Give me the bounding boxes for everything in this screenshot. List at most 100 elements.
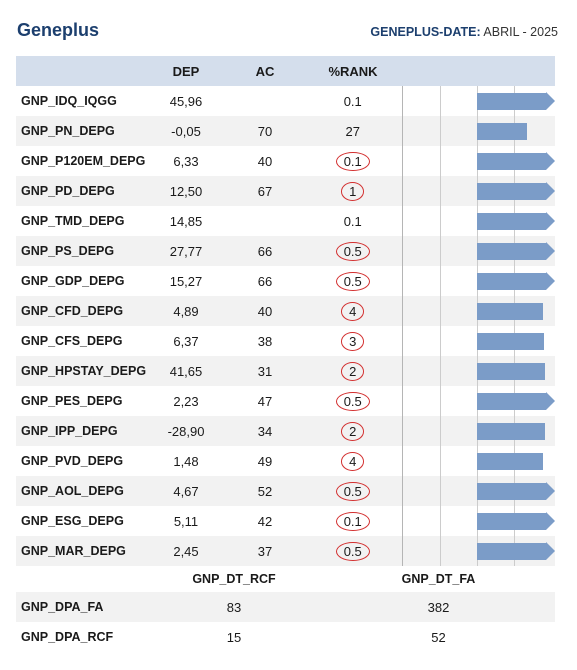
row-dep: 45,96 xyxy=(169,93,203,109)
dpa-header-fa: GNP_DT_FA xyxy=(322,566,555,592)
overflow-arrow-icon xyxy=(545,182,555,200)
row-rank: 2 xyxy=(304,356,402,386)
row-rank: 1 xyxy=(304,176,402,206)
row-ac: 38 xyxy=(257,333,273,349)
row-rank: 0.1 xyxy=(304,506,402,536)
row-dep: 6,33 xyxy=(173,153,199,169)
page-title: Geneplus xyxy=(17,20,100,40)
row-rank: 3 xyxy=(304,326,402,356)
grid-line xyxy=(439,296,441,326)
value-bar xyxy=(476,423,545,440)
row-name: GNP_HPSTAY_DEPG xyxy=(16,356,146,386)
row-bar-cell xyxy=(401,146,555,176)
rank-circled-value: 4 xyxy=(341,301,365,321)
value-bar xyxy=(476,513,546,530)
row-bar-cell xyxy=(401,356,555,386)
row-ac: 31 xyxy=(226,356,304,386)
row-dep: 4,67 xyxy=(146,476,226,506)
row-bar-cell xyxy=(401,386,555,416)
overflow-arrow-icon xyxy=(545,392,555,410)
row-name: GNP_PS_DEPG xyxy=(16,236,146,266)
row-bar-cell xyxy=(401,326,555,356)
header-dep: DEP xyxy=(146,56,226,86)
grid-line xyxy=(439,536,441,566)
table-row: GNP_IPP_DEPG -28,90 34 2 xyxy=(16,416,555,446)
value-bar xyxy=(476,363,545,380)
grid-line xyxy=(439,206,441,236)
row-bar-cell xyxy=(401,236,555,266)
row-rank: 0.5 xyxy=(304,476,402,506)
row-bar-cell xyxy=(401,536,555,566)
rank-circled-value: 0.5 xyxy=(335,391,370,411)
table-header-row: DEP AC %RANK xyxy=(16,56,555,86)
grid-line xyxy=(439,326,441,356)
row-dep: 1,48 xyxy=(173,453,199,469)
row-dep: 5,11 xyxy=(173,513,199,529)
table-row: GNP_CFD_DEPG 4,89 40 4 xyxy=(16,296,555,326)
overflow-arrow-icon xyxy=(545,152,555,170)
dpa-header-rcf: GNP_DT_RCF xyxy=(146,566,322,592)
value-bar xyxy=(476,453,543,470)
grid-line xyxy=(439,476,441,506)
row-name: GNP_IPP_DEPG xyxy=(16,416,146,446)
row-bar-cell xyxy=(401,476,555,506)
row-rank: 2 xyxy=(304,416,402,446)
table-row: GNP_PD_DEPG 12,50 67 1 xyxy=(16,176,555,206)
row-ac: 49 xyxy=(257,453,273,469)
grid-line xyxy=(439,416,441,446)
rank-circled-value: 0.5 xyxy=(335,271,370,291)
header-rank: %RANK xyxy=(304,56,402,86)
table-row: GNP_PS_DEPG 27,77 66 0.5 xyxy=(16,236,555,266)
row-bar-cell xyxy=(401,266,555,296)
rank-circled-value: 0.5 xyxy=(335,241,370,261)
row-name: GNP_GDP_DEPG xyxy=(21,274,125,288)
grid-line xyxy=(439,146,441,176)
row-rank: 0.5 xyxy=(304,536,402,566)
row-rank: 0.5 xyxy=(304,386,402,416)
grid-line xyxy=(439,236,441,266)
grid-line xyxy=(439,506,441,536)
row-dep: 27,77 xyxy=(146,236,226,266)
value-bar xyxy=(476,153,546,170)
row-rank: 0.1 xyxy=(304,86,402,116)
row-rank: 4 xyxy=(304,446,402,476)
row-name: GNP_P120EM_DEPG xyxy=(21,154,146,168)
row-name: GNP_MAR_DEPG xyxy=(16,536,146,566)
header-ac: AC xyxy=(226,56,304,86)
row-ac: 40 xyxy=(226,296,304,326)
row-dep: 41,65 xyxy=(146,356,226,386)
row-ac: 67 xyxy=(226,176,304,206)
row-bar-cell xyxy=(401,86,555,116)
row-ac: 34 xyxy=(226,416,304,446)
rank-circled-value: 2 xyxy=(341,421,365,441)
rank-circled-value: 1 xyxy=(341,181,365,201)
table-row: GNP_P120EM_DEPG 6,33 40 0.1 xyxy=(16,146,555,176)
overflow-arrow-icon xyxy=(545,482,555,500)
grid-line xyxy=(439,386,441,416)
table-row: GNP_GDP_DEPG 15,27 66 0.5 xyxy=(16,266,555,296)
rank-circled-value: 0.5 xyxy=(335,481,370,501)
row-rank: 4 xyxy=(304,296,402,326)
header-name xyxy=(16,56,146,86)
value-bar xyxy=(476,333,544,350)
table-row: GNP_ESG_DEPG 5,11 42 0.1 xyxy=(16,506,555,536)
row-ac: 47 xyxy=(257,393,273,409)
value-bar xyxy=(476,93,546,110)
rank-circled-value: 0.1 xyxy=(335,511,370,531)
overflow-arrow-icon xyxy=(545,512,555,530)
grid-line xyxy=(439,356,441,386)
rank-value: 0.1 xyxy=(343,93,362,109)
row-name: GNP_AOL_DEPG xyxy=(16,476,146,506)
table-row: GNP_HPSTAY_DEPG 41,65 31 2 xyxy=(16,356,555,386)
date-label: GENEPLUS-DATE: xyxy=(370,25,481,39)
row-rank: 27 xyxy=(304,116,402,146)
dpa-row: GNP_DPA_FA 83 382 xyxy=(16,592,555,622)
overflow-arrow-icon xyxy=(545,242,555,260)
row-ac: 42 xyxy=(257,513,273,529)
row-name: GNP_CFD_DEPG xyxy=(16,296,146,326)
dpa-row-rcf: 83 xyxy=(146,592,322,622)
dpa-row-name: GNP_DPA_RCF xyxy=(16,622,146,652)
row-name: GNP_TMD_DEPG xyxy=(21,214,125,228)
row-dep: 2,45 xyxy=(146,536,226,566)
report-date: GENEPLUS-DATE: ABRIL - 2025 xyxy=(370,25,558,39)
